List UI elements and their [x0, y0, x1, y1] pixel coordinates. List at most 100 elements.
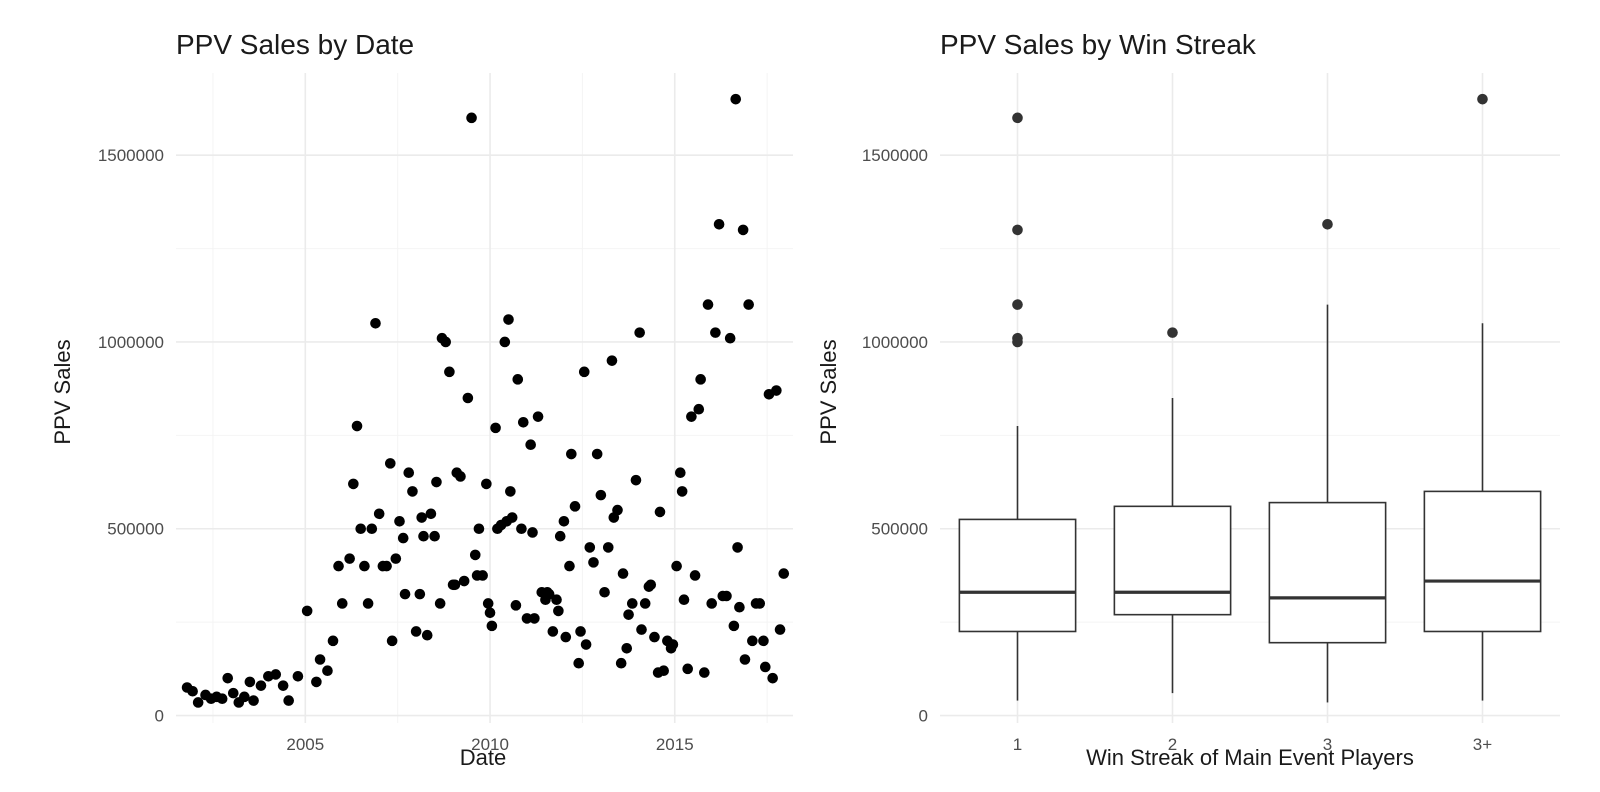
- scatter-title: PPV Sales by Date: [176, 29, 414, 60]
- data-point: [348, 478, 359, 490]
- data-point: [547, 626, 559, 637]
- data-point: [564, 560, 575, 572]
- data-point: [580, 639, 592, 650]
- y-tick-label: 1000000: [98, 333, 164, 352]
- data-point: [778, 568, 790, 579]
- data-point: [606, 355, 618, 366]
- data-point: [747, 635, 758, 647]
- data-point: [283, 695, 294, 706]
- data-point: [407, 486, 418, 497]
- data-point: [517, 416, 529, 428]
- scatter-x-axis-title: Date: [460, 745, 506, 770]
- data-point: [458, 575, 470, 587]
- box-3: [1268, 218, 1387, 703]
- data-point: [739, 654, 751, 665]
- data-point: [721, 590, 732, 602]
- data-point: [754, 598, 766, 609]
- outlier-point: [1012, 299, 1023, 310]
- data-point: [386, 635, 398, 647]
- data-point: [724, 332, 736, 344]
- data-point: [529, 613, 540, 624]
- scatter-y-axis-title: PPV Sales: [50, 339, 75, 444]
- data-point: [421, 629, 433, 641]
- data-point: [455, 471, 466, 482]
- scatter-points: [181, 93, 790, 708]
- data-point: [270, 669, 282, 680]
- data-point: [774, 624, 786, 635]
- data-point: [327, 635, 339, 647]
- data-point: [414, 588, 426, 600]
- data-point: [713, 218, 725, 230]
- box-3+: [1423, 93, 1542, 701]
- data-point: [759, 661, 771, 673]
- data-point: [359, 560, 370, 572]
- data-point: [477, 570, 488, 581]
- data-point: [558, 515, 570, 527]
- data-point: [429, 530, 440, 542]
- outlier-point: [1322, 218, 1333, 230]
- data-point: [730, 93, 742, 105]
- data-point: [444, 366, 455, 378]
- scatter-gridlines: [176, 73, 793, 723]
- data-point: [503, 314, 514, 325]
- y-tick-label: 500000: [871, 520, 928, 539]
- data-point: [399, 588, 411, 600]
- box-iqr: [1423, 490, 1542, 633]
- data-point: [732, 542, 743, 553]
- y-tick-label: 1500000: [862, 146, 928, 165]
- data-point: [728, 620, 740, 632]
- data-point: [499, 336, 511, 348]
- data-point: [758, 635, 769, 647]
- x-tick-label: 2: [1168, 735, 1177, 754]
- data-point: [248, 695, 259, 706]
- data-point: [553, 605, 564, 617]
- data-point: [473, 523, 485, 535]
- data-point: [527, 527, 538, 538]
- data-point: [702, 299, 714, 310]
- data-point: [481, 478, 492, 490]
- data-point: [431, 476, 442, 488]
- data-point: [695, 374, 706, 385]
- data-point: [612, 504, 623, 516]
- data-point: [244, 676, 256, 688]
- data-point: [469, 549, 481, 561]
- data-point: [599, 586, 610, 598]
- y-tick-label: 0: [919, 707, 928, 726]
- data-point: [440, 336, 452, 348]
- y-tick-label: 1500000: [98, 146, 164, 165]
- data-point: [311, 676, 322, 688]
- data-point: [626, 598, 638, 609]
- data-point: [710, 327, 721, 338]
- scatter-x-tick-labels: 2005 2010 2015: [286, 735, 693, 754]
- data-point: [636, 624, 647, 635]
- box-2: [1113, 327, 1232, 694]
- data-point: [384, 458, 396, 469]
- data-point: [216, 693, 228, 705]
- boxplot-x-tick-labels: 1 2 3 3+: [1013, 735, 1492, 754]
- data-point: [560, 631, 572, 643]
- data-point: [682, 663, 694, 675]
- data-point: [486, 620, 498, 632]
- data-point: [410, 626, 422, 637]
- data-point: [734, 601, 745, 613]
- data-point: [658, 665, 669, 677]
- data-point: [767, 672, 778, 684]
- x-tick-label: 2015: [656, 735, 694, 754]
- data-point: [466, 112, 477, 124]
- data-point: [693, 403, 705, 415]
- data-point: [521, 613, 533, 624]
- data-point: [617, 568, 629, 579]
- data-point: [351, 420, 363, 432]
- data-point: [621, 642, 633, 654]
- data-point: [573, 657, 585, 669]
- data-point: [771, 385, 782, 396]
- data-point: [512, 374, 524, 385]
- x-tick-label: 2010: [471, 735, 509, 754]
- boxplot-boxes: [958, 93, 1542, 703]
- data-point: [301, 605, 313, 617]
- data-point: [578, 366, 590, 378]
- data-point: [490, 422, 501, 434]
- data-point: [390, 553, 402, 564]
- data-point: [634, 327, 645, 338]
